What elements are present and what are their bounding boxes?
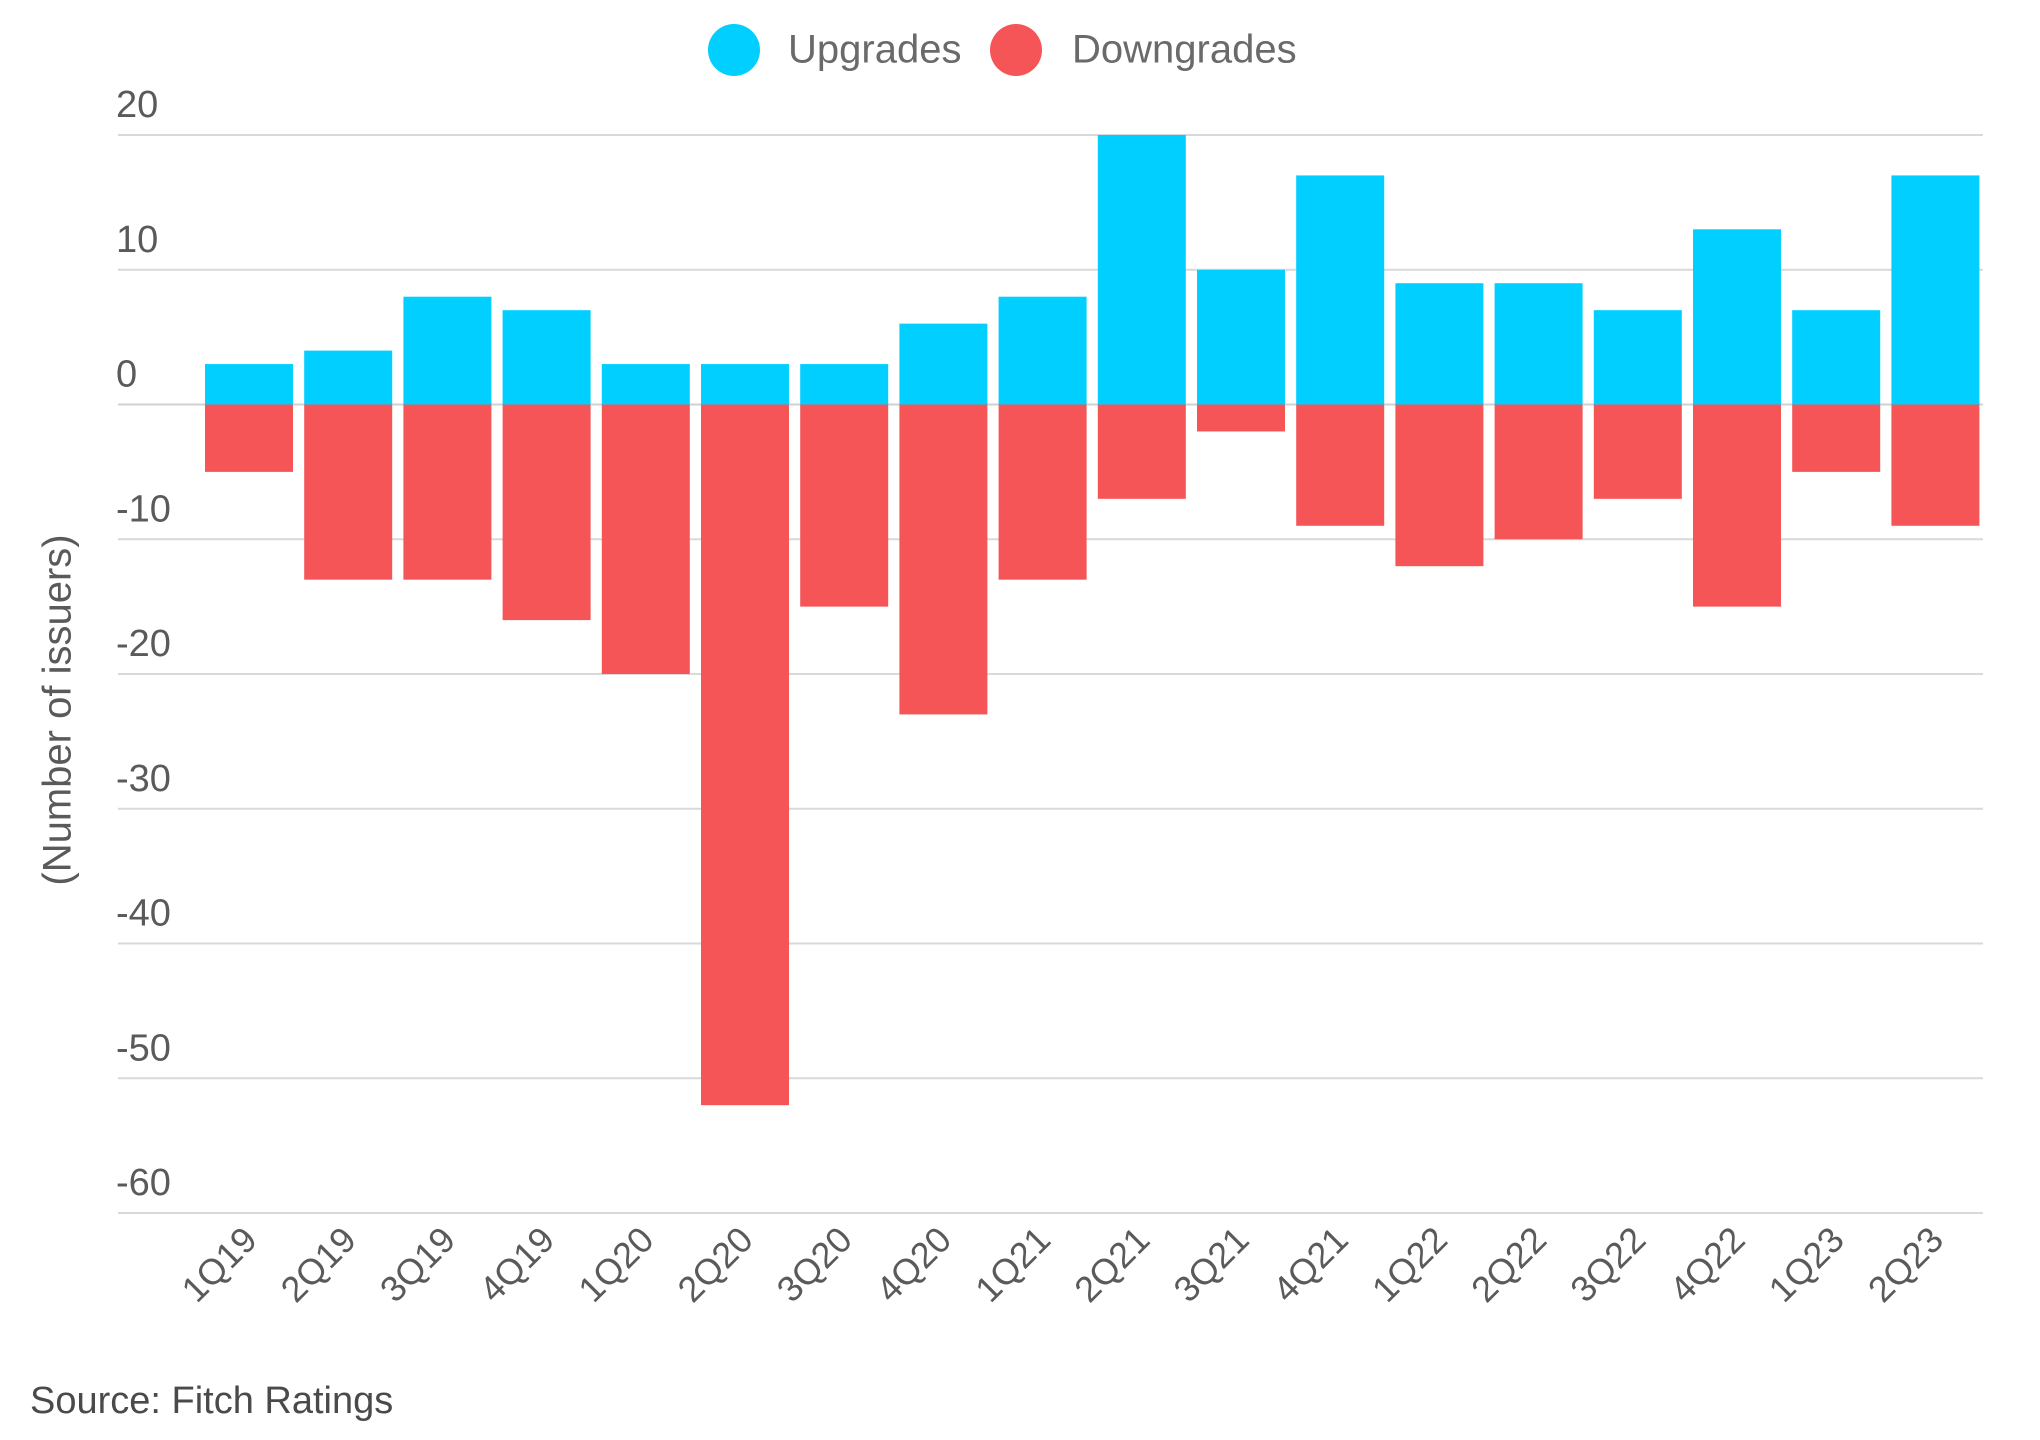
bar-upgrades-4Q21 <box>1296 175 1385 405</box>
x-tick-label: 2Q20 <box>669 1219 760 1310</box>
y-tick-label: -60 <box>116 1162 171 1204</box>
x-tick-label: 1Q22 <box>1364 1219 1455 1310</box>
bar-downgrades-3Q22 <box>1593 404 1682 499</box>
y-tick-label: -50 <box>116 1027 171 1069</box>
bar-downgrades-3Q20 <box>800 404 889 607</box>
bar-downgrades-3Q21 <box>1197 404 1285 432</box>
x-tick-label: 2Q19 <box>273 1219 364 1310</box>
downgrades-bars <box>205 404 1980 1106</box>
x-tick-label: 4Q21 <box>1265 1219 1356 1310</box>
bar-upgrades-3Q19 <box>403 296 492 405</box>
bar-downgrades-1Q23 <box>1792 404 1881 472</box>
x-tick-label: 2Q21 <box>1066 1219 1157 1310</box>
x-tick-label: 1Q23 <box>1761 1219 1852 1310</box>
bar-downgrades-2Q23 <box>1891 404 1980 526</box>
x-tick-label: 1Q20 <box>570 1219 661 1310</box>
bar-downgrades-4Q22 <box>1693 404 1781 607</box>
bar-downgrades-4Q19 <box>502 404 591 621</box>
bar-upgrades-2Q21 <box>1097 135 1186 405</box>
bar-upgrades-2Q19 <box>304 350 393 405</box>
y-tick-label: -20 <box>116 623 171 665</box>
bar-upgrades-3Q21 <box>1197 269 1285 405</box>
bar-downgrades-1Q22 <box>1395 404 1484 567</box>
bar-upgrades-1Q20 <box>601 364 690 405</box>
x-tick-label: 3Q21 <box>1165 1219 1256 1310</box>
legend-label-upgrades: Upgrades <box>788 28 961 72</box>
upgrades-bars <box>205 135 1980 405</box>
y-tick-label: 20 <box>116 84 158 126</box>
y-axis-tick-labels: 20 10 0 -10 -20 -30 -40 -50 -60 <box>116 84 171 1204</box>
bar-downgrades-2Q21 <box>1097 404 1186 499</box>
y-axis-title: (Number of issuers) <box>36 534 80 885</box>
x-tick-label: 4Q22 <box>1661 1219 1752 1310</box>
legend-swatch-upgrades <box>708 24 760 76</box>
bar-downgrades-2Q22 <box>1494 404 1583 540</box>
x-tick-label: 1Q21 <box>967 1219 1058 1310</box>
legend-label-downgrades: Downgrades <box>1072 28 1297 72</box>
bar-downgrades-2Q19 <box>304 404 393 580</box>
legend: Upgrades Downgrades <box>708 24 1297 76</box>
legend-swatch-downgrades <box>990 24 1042 76</box>
bar-upgrades-4Q20 <box>899 323 988 405</box>
x-tick-label: 3Q19 <box>372 1219 463 1310</box>
bar-upgrades-2Q23 <box>1891 175 1980 405</box>
x-tick-label: 2Q22 <box>1463 1219 1554 1310</box>
x-axis-tick-labels: 1Q19 2Q19 3Q19 4Q19 1Q20 2Q20 3Q20 4Q20 1Q21 2Q21… <box>173 1219 1951 1310</box>
bar-upgrades-1Q22 <box>1395 283 1484 405</box>
x-tick-label: 3Q22 <box>1562 1219 1653 1310</box>
bar-downgrades-4Q20 <box>899 404 988 715</box>
x-tick-label: 2Q23 <box>1860 1219 1951 1310</box>
bar-upgrades-1Q23 <box>1792 310 1881 405</box>
source-note: Source: Fitch Ratings <box>30 1380 393 1422</box>
bar-upgrades-4Q19 <box>502 310 591 405</box>
y-tick-label: -30 <box>116 758 171 800</box>
x-tick-label: 4Q20 <box>868 1219 959 1310</box>
y-tick-label: 0 <box>116 354 137 396</box>
x-tick-label: 3Q20 <box>769 1219 860 1310</box>
bar-upgrades-3Q22 <box>1593 310 1682 405</box>
bar-upgrades-1Q19 <box>205 364 293 405</box>
y-tick-label: -10 <box>116 488 171 530</box>
bar-upgrades-2Q22 <box>1494 283 1583 405</box>
bar-upgrades-2Q20 <box>701 364 789 405</box>
x-tick-label: 4Q19 <box>471 1219 562 1310</box>
bar-upgrades-4Q22 <box>1693 229 1781 405</box>
bar-upgrades-1Q21 <box>998 296 1087 405</box>
y-tick-label: 10 <box>116 219 158 261</box>
bar-downgrades-4Q21 <box>1296 404 1385 526</box>
y-tick-label: -40 <box>116 893 171 935</box>
x-tick-label: 1Q19 <box>173 1219 264 1310</box>
bar-downgrades-1Q19 <box>205 404 293 472</box>
bar-downgrades-2Q20 <box>701 404 789 1106</box>
bar-downgrades-1Q20 <box>601 404 690 674</box>
bar-downgrades-1Q21 <box>998 404 1087 580</box>
bar-upgrades-3Q20 <box>800 364 889 405</box>
bar-downgrades-3Q19 <box>403 404 492 580</box>
